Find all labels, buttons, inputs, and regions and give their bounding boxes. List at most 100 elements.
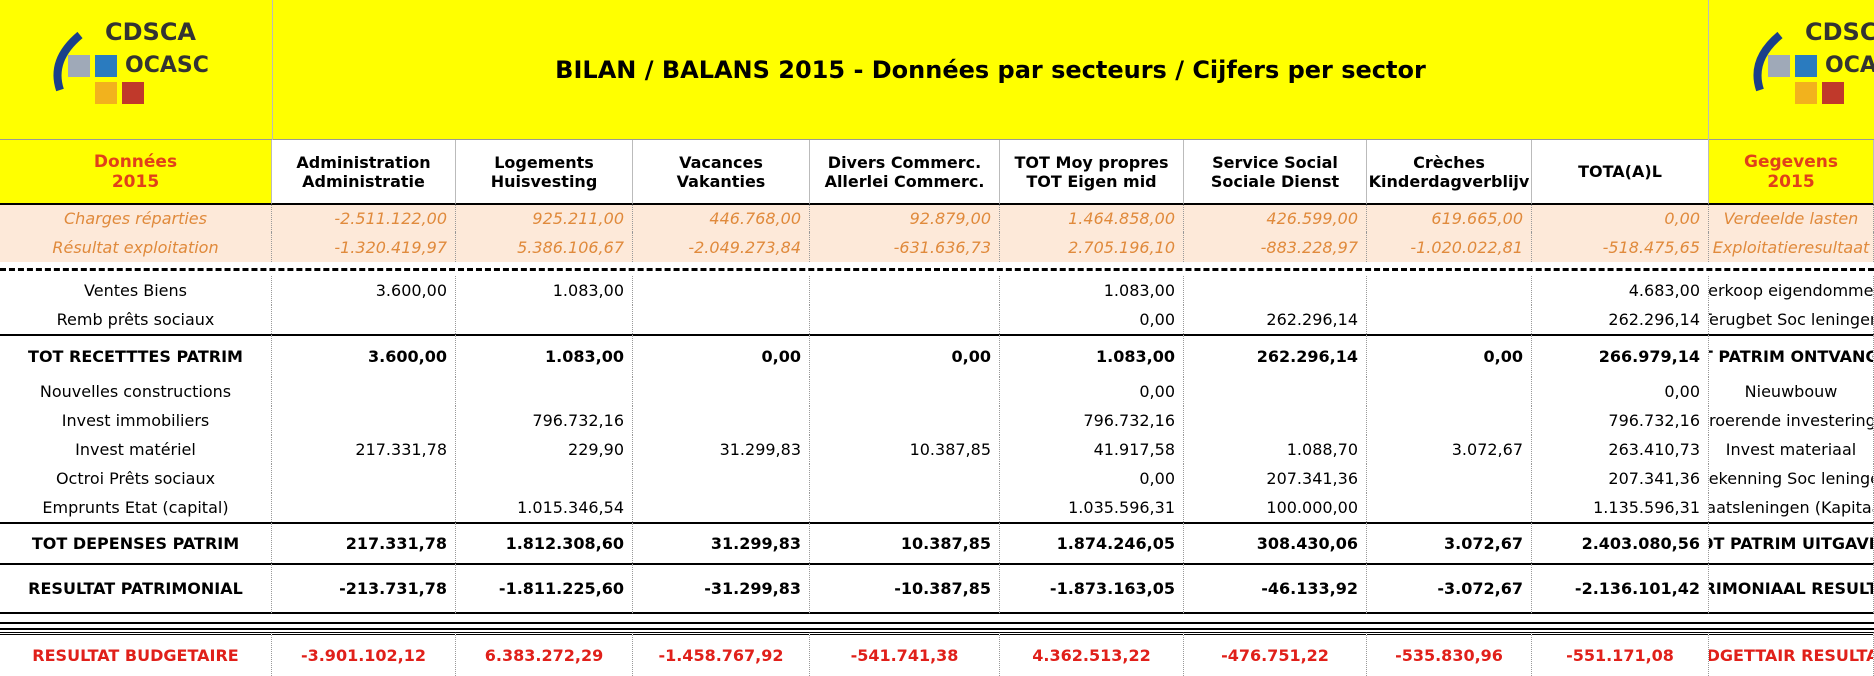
value-cell: 0,00 [1532, 205, 1709, 232]
value-cell [272, 305, 456, 334]
title: BILAN / BALANS 2015 - Données par secteu… [272, 0, 1709, 140]
row-label: Invest matériel [0, 435, 272, 464]
column-header: Service Social [1212, 152, 1338, 172]
row-label: TOT RECETTTES PATRIM [0, 334, 272, 377]
logo-text: OCASC [125, 53, 209, 78]
value-cell: 31.299,83 [633, 435, 810, 464]
value-cell: 1.464.858,00 [1000, 205, 1184, 232]
value-cell [810, 305, 1000, 334]
column-header: Sociale Dienst [1210, 171, 1340, 191]
value-cell: 1.874.246,05 [1000, 522, 1184, 563]
value-cell [810, 276, 1000, 305]
value-cell [1184, 377, 1367, 406]
column-header: Divers Commerc. [827, 152, 982, 172]
value-cell: 3.072,67 [1367, 435, 1532, 464]
value-cell: -1.320.419,97 [272, 232, 456, 262]
value-cell: 92.879,00 [810, 205, 1000, 232]
logo-text: CDSCA [1805, 18, 1874, 46]
column-header-box: TOT Moy propres TOT Eigen mid [1000, 140, 1184, 205]
value-cell: 0,00 [1000, 305, 1184, 334]
value-cell: 10.387,85 [810, 435, 1000, 464]
value-cell: -1.873.163,05 [1000, 563, 1184, 614]
value-cell: 217.331,78 [272, 435, 456, 464]
value-cell: 100.000,00 [1184, 493, 1367, 522]
row-label: Résultat exploitation [0, 232, 272, 262]
value-cell: 1.083,00 [456, 334, 633, 377]
value-cell: 308.430,06 [1184, 522, 1367, 563]
row-label: RESULTAT BUDGETAIRE [0, 632, 272, 676]
column-header: Huisvesting [490, 171, 598, 191]
value-cell: 925.211,00 [456, 205, 633, 232]
value-cell: 262.296,14 [1184, 334, 1367, 377]
value-cell: 619.665,00 [1367, 205, 1532, 232]
row-label-nl: PATRIMONIAAL RESULTAAT [1709, 563, 1874, 614]
value-cell: 0,00 [1532, 377, 1709, 406]
corner-right: 2015 [1767, 171, 1815, 192]
value-cell: -46.133,92 [1184, 563, 1367, 614]
column-header: TOTA(A)L [1578, 162, 1662, 181]
column-header: Administratie [302, 171, 425, 191]
column-header-box: Crèches Kinderdagverblijv [1367, 140, 1532, 205]
row-label-nl: Verkoop eigendommen [1709, 276, 1874, 305]
column-header-box: Administration Administratie [272, 140, 456, 205]
value-cell [810, 406, 1000, 435]
value-cell: 1.135.596,31 [1532, 493, 1709, 522]
logo-text: CDSCA [105, 18, 196, 46]
row-label-nl: Terugbet Soc leningen [1709, 305, 1874, 334]
column-header: TOT Eigen mid [1026, 171, 1157, 191]
row-label: Emprunts Etat (capital) [0, 493, 272, 522]
column-header-box: Logements Huisvesting [456, 140, 633, 205]
value-cell: 2.705.196,10 [1000, 232, 1184, 262]
value-cell [272, 406, 456, 435]
value-cell: -518.475,65 [1532, 232, 1709, 262]
value-cell [810, 464, 1000, 493]
row-label: Ventes Biens [0, 276, 272, 305]
value-cell [810, 493, 1000, 522]
value-cell: 5.386.106,67 [456, 232, 633, 262]
value-cell [810, 377, 1000, 406]
column-header-box: Divers Commerc. Allerlei Commerc. [810, 140, 1000, 205]
value-cell: 1.035.596,31 [1000, 493, 1184, 522]
value-cell [456, 305, 633, 334]
value-cell [1367, 276, 1532, 305]
value-cell [633, 305, 810, 334]
separator [0, 268, 1874, 271]
value-cell: -10.387,85 [810, 563, 1000, 614]
row-label-nl: Onroerende investeringen [1709, 406, 1874, 435]
row-label-nl: Invest materiaal [1709, 435, 1874, 464]
row-label-nl: TOT PATRIM UITGAVEN [1709, 522, 1874, 563]
value-cell [1367, 305, 1532, 334]
value-cell: 207.341,36 [1532, 464, 1709, 493]
value-cell [633, 276, 810, 305]
value-cell: -3.901.102,12 [272, 632, 456, 676]
row-label-nl: Toekenning Soc leningen [1709, 464, 1874, 493]
value-cell: -1.811.225,60 [456, 563, 633, 614]
value-cell [1184, 406, 1367, 435]
value-cell: 0,00 [1000, 377, 1184, 406]
value-cell [633, 493, 810, 522]
value-cell: 3.072,67 [1367, 522, 1532, 563]
value-cell: -535.830,96 [1367, 632, 1532, 676]
value-cell: 41.917,58 [1000, 435, 1184, 464]
value-cell: 1.812.308,60 [456, 522, 633, 563]
value-cell [1367, 406, 1532, 435]
value-cell [633, 377, 810, 406]
value-cell: 0,00 [1367, 334, 1532, 377]
corner-left-box: Données 2015 [0, 140, 272, 205]
column-header: Administration [296, 152, 431, 172]
column-header: Vakanties [676, 171, 766, 191]
value-cell: 426.599,00 [1184, 205, 1367, 232]
value-cell: -2.049.273,84 [633, 232, 810, 262]
value-cell: 262.296,14 [1532, 305, 1709, 334]
value-cell: 229,90 [456, 435, 633, 464]
value-cell: 0,00 [810, 334, 1000, 377]
row-label-nl: Verdeelde lasten [1709, 205, 1874, 232]
value-cell [1367, 377, 1532, 406]
logo-left: CDSCA OCASC [53, 18, 209, 104]
value-cell: -1.458.767,92 [633, 632, 810, 676]
column-header: Logements [494, 152, 594, 172]
row-label-nl: Staatsleningen (Kapitaal) [1709, 493, 1874, 522]
value-cell: 446.768,00 [633, 205, 810, 232]
value-cell: 31.299,83 [633, 522, 810, 563]
row-label: Nouvelles constructions [0, 377, 272, 406]
